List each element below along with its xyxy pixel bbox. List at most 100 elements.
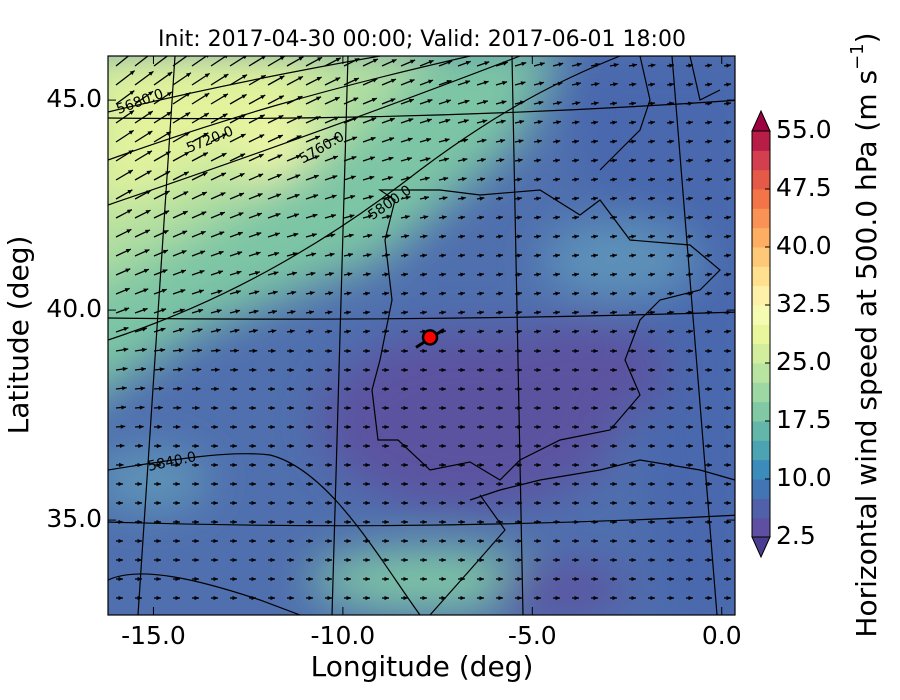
wind-arrow-head [726,63,731,68]
colorbar-bin [752,363,770,383]
wind-arrow-head [480,157,486,163]
wind-arrow-head [137,576,142,582]
wind-arrow [115,56,130,67]
wind-arrow-head [251,462,256,468]
wind-arrow-head [120,424,126,429]
wind-arrow-head [612,557,617,563]
wind-arrow-head [194,481,199,487]
colorbar-label-superscript: −1 [847,43,868,70]
wind-arrow-head [219,211,225,216]
wind-arrow-head [221,153,227,158]
wind-arrow-head [194,538,199,544]
wind-arrow-head [574,367,579,373]
wind-arrow-head [441,557,446,563]
wind-arrow-head [310,271,316,276]
wind-arrow-head [498,234,503,239]
wind-arrow-head [536,443,541,449]
wind-arrow-head [669,177,674,182]
wind-arrow-head [479,595,484,601]
wind-arrow-head [707,538,712,544]
wind-arrow-head [707,576,712,582]
wind-arrow-head [688,253,693,258]
wind-arrow-head [669,557,674,563]
wind-arrow-head [688,196,693,201]
wind-arrow-head [650,481,655,487]
wind-arrow-head [650,557,655,563]
wind-arrow-head [464,99,470,104]
wind-arrow-head [175,519,180,525]
wind-arrow-head [126,229,132,234]
wind-arrow-head [317,57,323,62]
wind-arrow-head [593,481,598,487]
wind-arrow-head [238,212,244,217]
wind-arrow-head [631,405,636,411]
wind-arrow-head [122,366,128,372]
wind-arrow-head [289,424,294,430]
wind-arrow-head [465,60,471,65]
wind-arrow-head [707,424,712,430]
wind-arrow-head [555,177,560,182]
wind-arrow-head [213,462,218,468]
wind-arrow-head [196,367,202,372]
wind-arrow-head [121,405,126,410]
wind-arrow-head [669,462,674,468]
wind-arrow-head [141,367,146,372]
wind-arrow-head [612,120,617,125]
wind-arrow-head [536,424,541,430]
wind-arrow-head [385,234,391,239]
wind-arrow-head [408,98,414,103]
wind-arrow-head [707,348,712,354]
wind-arrow-head [612,101,618,106]
colorbar-bin [752,227,770,248]
wind-arrow-head [220,192,226,197]
wind-arrow-head [498,595,503,601]
wind-arrow-head [517,177,522,182]
wind-arrow-head [200,231,206,236]
wind-arrow-head [148,71,154,76]
wind-arrow-head [574,139,579,144]
wind-arrow-head [669,595,674,601]
wind-arrow-head [289,538,294,544]
wind-arrow-head [232,443,237,449]
wind-arrow-head [688,139,693,144]
wind-arrow-head [260,75,266,80]
wind-arrow-head [372,58,378,63]
wind-arrow-head [308,500,313,506]
wind-arrow-head [556,100,562,106]
wind-arrow-head [175,481,180,487]
wind-arrow-head [517,291,522,296]
wind-arrow-head [612,367,617,373]
wind-arrow-head [517,500,522,506]
wind-arrow-head [138,443,143,449]
wind-arrow-head [158,405,163,410]
wind-arrow-head [254,290,260,295]
wind-arrow-head [631,82,637,87]
wind-arrow-head [441,367,446,373]
wind-arrow-head [428,79,434,84]
wind-arrow-head [203,113,209,118]
wind-arrow-head [143,268,149,273]
wind-arrow-head [460,443,465,449]
wind-arrow-head [593,348,598,354]
wind-arrow-head [556,120,562,125]
wind-arrow-head [156,576,161,582]
wind-arrow-head [236,270,242,275]
wind-arrow-head [479,310,484,315]
wind-arrow-head [555,386,560,392]
wind-arrow-head [555,253,560,258]
wind-arrow-head [137,519,142,525]
wind-arrow-head [574,215,579,220]
wind-arrow-head [631,519,636,525]
wind-arrow-head [574,348,579,354]
wind-arrow-head [498,424,503,430]
wind-arrow-head [441,272,446,277]
wind-arrow-head [707,82,712,87]
wind-arrow-head [422,462,427,468]
wind-arrow-head [197,348,202,353]
wind-arrow-head [346,424,351,430]
wind-arrow-head [352,117,358,122]
colorbar-bin [752,285,770,306]
wind-arrow-head [242,74,248,79]
wind-arrow-head [669,253,674,258]
wind-arrow-head [232,500,237,506]
